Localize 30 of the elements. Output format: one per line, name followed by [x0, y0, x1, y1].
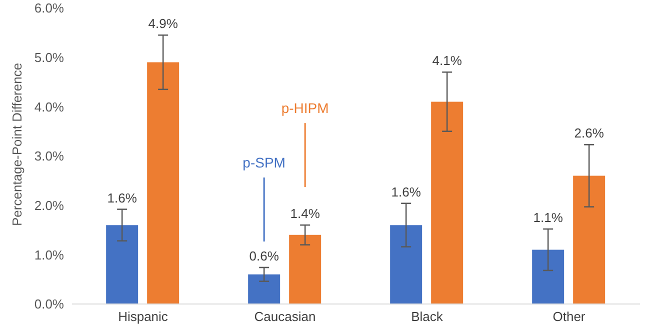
bar: [289, 234, 322, 304]
data-label: 4.9%: [148, 16, 178, 32]
bar: [532, 250, 564, 304]
bar: [248, 274, 280, 304]
x-tick-label: Caucasian: [254, 309, 316, 324]
data-label: 2.6%: [574, 126, 604, 141]
y-tick-label: 6.0%: [34, 0, 64, 16]
bar: [390, 225, 422, 304]
y-axis-title: Percentage-Point Difference: [10, 62, 25, 226]
data-label: 4.1%: [432, 53, 462, 68]
bar: [147, 62, 180, 304]
text: p-SPM: [242, 154, 286, 170]
data-label: 1.6%: [107, 190, 138, 206]
bar: [106, 225, 138, 304]
text: p-HIPM: [281, 100, 329, 116]
x-tick-label: Hispanic: [118, 309, 168, 324]
data-label: 1.4%: [290, 206, 320, 222]
data-label: 0.6%: [249, 248, 280, 264]
y-tick-label: 0.0%: [34, 296, 64, 312]
y-tick-label: 3.0%: [34, 148, 64, 164]
data-label: 1.1%: [533, 210, 564, 226]
y-tick-label: 5.0%: [34, 50, 64, 65]
x-tick-label: Other: [552, 309, 586, 324]
data-label: 1.6%: [391, 184, 422, 200]
x-tick-label: Black: [411, 309, 444, 324]
y-tick-label: 4.0%: [34, 99, 64, 114]
bar: [573, 176, 606, 304]
bar: [431, 102, 464, 304]
y-tick-label: 1.0%: [34, 247, 64, 262]
y-tick-label: 2.0%: [34, 198, 64, 213]
